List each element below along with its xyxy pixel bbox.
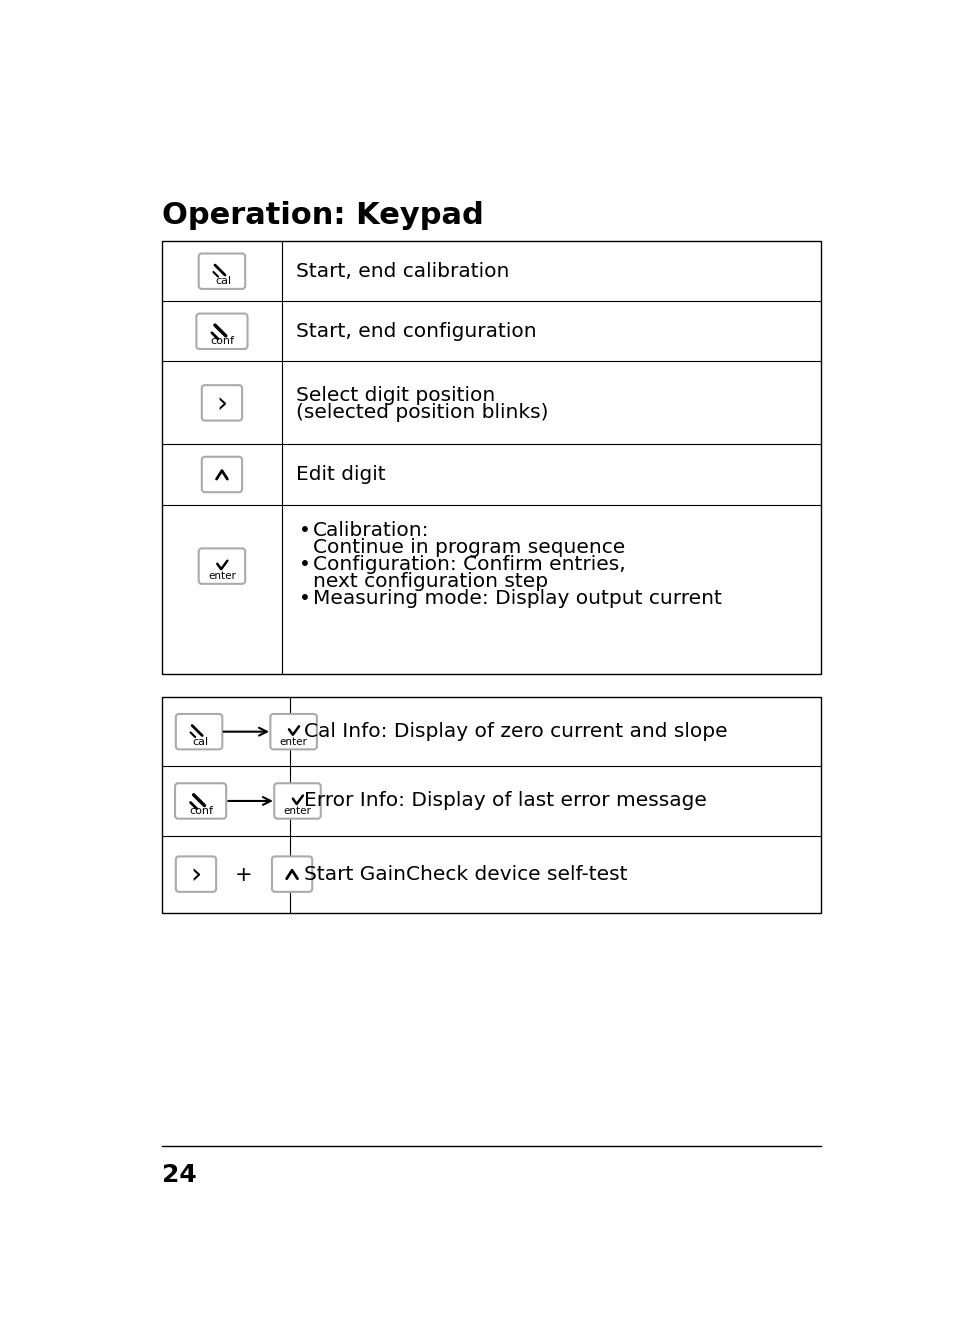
Text: 24: 24 <box>162 1162 196 1186</box>
FancyBboxPatch shape <box>175 713 222 749</box>
Text: enter: enter <box>208 570 235 581</box>
Text: Continue in program sequence: Continue in program sequence <box>313 538 624 557</box>
FancyBboxPatch shape <box>202 385 242 421</box>
Text: •: • <box>298 589 311 608</box>
Text: Measuring mode: Display output current: Measuring mode: Display output current <box>313 589 721 608</box>
Text: conf: conf <box>190 806 213 816</box>
Bar <box>162 242 820 673</box>
Text: ›: › <box>216 390 227 418</box>
Text: (selected position blinks): (selected position blinks) <box>295 402 548 422</box>
FancyBboxPatch shape <box>198 548 245 584</box>
Text: conf: conf <box>211 337 234 346</box>
Text: ›: › <box>191 860 201 888</box>
Text: +: + <box>235 864 253 884</box>
Text: enter: enter <box>279 736 307 747</box>
FancyBboxPatch shape <box>198 254 245 289</box>
Text: cal: cal <box>193 736 209 747</box>
Bar <box>162 697 820 912</box>
Text: Start, end calibration: Start, end calibration <box>295 262 509 281</box>
Text: cal: cal <box>215 277 232 286</box>
FancyBboxPatch shape <box>174 783 226 819</box>
Text: Edit digit: Edit digit <box>295 465 385 484</box>
Text: Cal Info: Display of zero current and slope: Cal Info: Display of zero current and sl… <box>303 723 726 741</box>
Text: Error Info: Display of last error message: Error Info: Display of last error messag… <box>303 791 706 811</box>
FancyBboxPatch shape <box>202 457 242 492</box>
FancyBboxPatch shape <box>270 713 316 749</box>
Text: Select digit position: Select digit position <box>295 386 495 405</box>
FancyBboxPatch shape <box>274 783 320 819</box>
Text: Start GainCheck device self-test: Start GainCheck device self-test <box>303 864 626 883</box>
Text: next configuration step: next configuration step <box>313 572 548 592</box>
FancyBboxPatch shape <box>272 856 312 892</box>
FancyBboxPatch shape <box>196 314 247 349</box>
Text: •: • <box>298 521 311 541</box>
Text: enter: enter <box>283 806 311 816</box>
Text: Operation: Keypad: Operation: Keypad <box>162 202 483 230</box>
Text: Configuration: Confirm entries,: Configuration: Confirm entries, <box>313 556 625 574</box>
Text: Start, end configuration: Start, end configuration <box>295 322 536 341</box>
Text: •: • <box>298 556 311 574</box>
Text: Calibration:: Calibration: <box>313 521 429 541</box>
FancyBboxPatch shape <box>175 856 216 892</box>
